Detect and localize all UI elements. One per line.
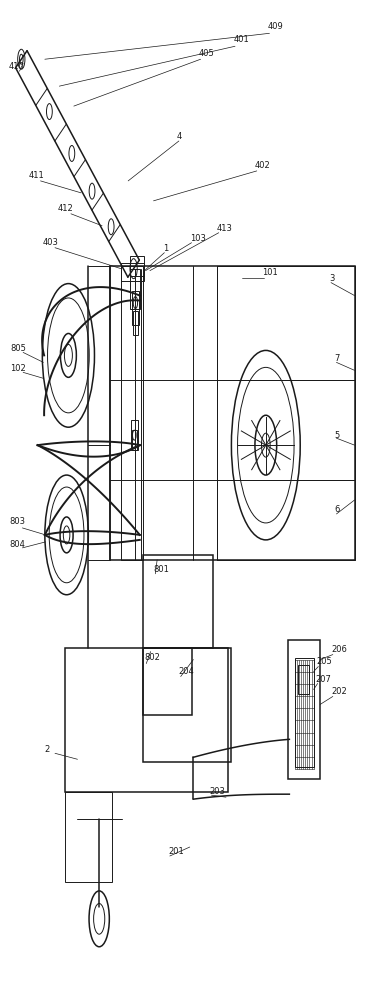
Text: 102: 102 <box>11 364 26 373</box>
Bar <box>143 648 192 715</box>
Bar <box>132 311 138 335</box>
Text: 413: 413 <box>217 224 233 233</box>
Text: 410: 410 <box>9 62 24 71</box>
Text: 103: 103 <box>190 234 205 243</box>
Text: 204: 204 <box>179 667 195 676</box>
Bar <box>132 291 139 325</box>
Bar <box>299 665 309 694</box>
Text: 403: 403 <box>43 238 59 247</box>
Bar <box>121 263 145 281</box>
Text: 1: 1 <box>163 244 169 253</box>
Bar <box>295 658 314 767</box>
Text: 3: 3 <box>329 274 335 283</box>
Bar <box>132 430 137 450</box>
Bar <box>217 480 354 560</box>
Bar <box>217 266 354 480</box>
Bar <box>143 555 213 648</box>
Bar <box>131 420 138 450</box>
Text: 803: 803 <box>9 517 25 526</box>
Text: 412: 412 <box>58 204 73 213</box>
Text: 202: 202 <box>331 687 347 696</box>
Text: 101: 101 <box>262 268 278 277</box>
Text: 402: 402 <box>255 161 271 170</box>
Text: 801: 801 <box>154 565 169 574</box>
Text: 203: 203 <box>210 787 226 796</box>
Bar <box>143 648 231 762</box>
Text: 7: 7 <box>335 354 340 363</box>
Text: 804: 804 <box>9 540 25 549</box>
Bar <box>65 648 228 792</box>
Text: 409: 409 <box>268 22 283 31</box>
Bar <box>130 269 140 309</box>
Bar <box>65 792 112 882</box>
Bar <box>217 380 354 480</box>
Text: 405: 405 <box>199 49 215 58</box>
Bar <box>288 640 320 779</box>
Bar <box>217 266 354 380</box>
Text: 205: 205 <box>316 657 332 666</box>
Text: 401: 401 <box>233 35 249 44</box>
Text: 5: 5 <box>335 431 340 440</box>
Text: 2: 2 <box>45 745 50 754</box>
Text: 4: 4 <box>177 132 182 141</box>
Text: 411: 411 <box>28 171 44 180</box>
Text: 201: 201 <box>168 847 184 856</box>
Text: 6: 6 <box>335 505 340 514</box>
Text: 207: 207 <box>316 675 332 684</box>
Text: 206: 206 <box>331 645 347 654</box>
Text: 802: 802 <box>145 653 160 662</box>
Text: 805: 805 <box>11 344 26 353</box>
Bar <box>121 266 143 560</box>
Bar <box>130 256 145 276</box>
Bar <box>110 266 354 560</box>
